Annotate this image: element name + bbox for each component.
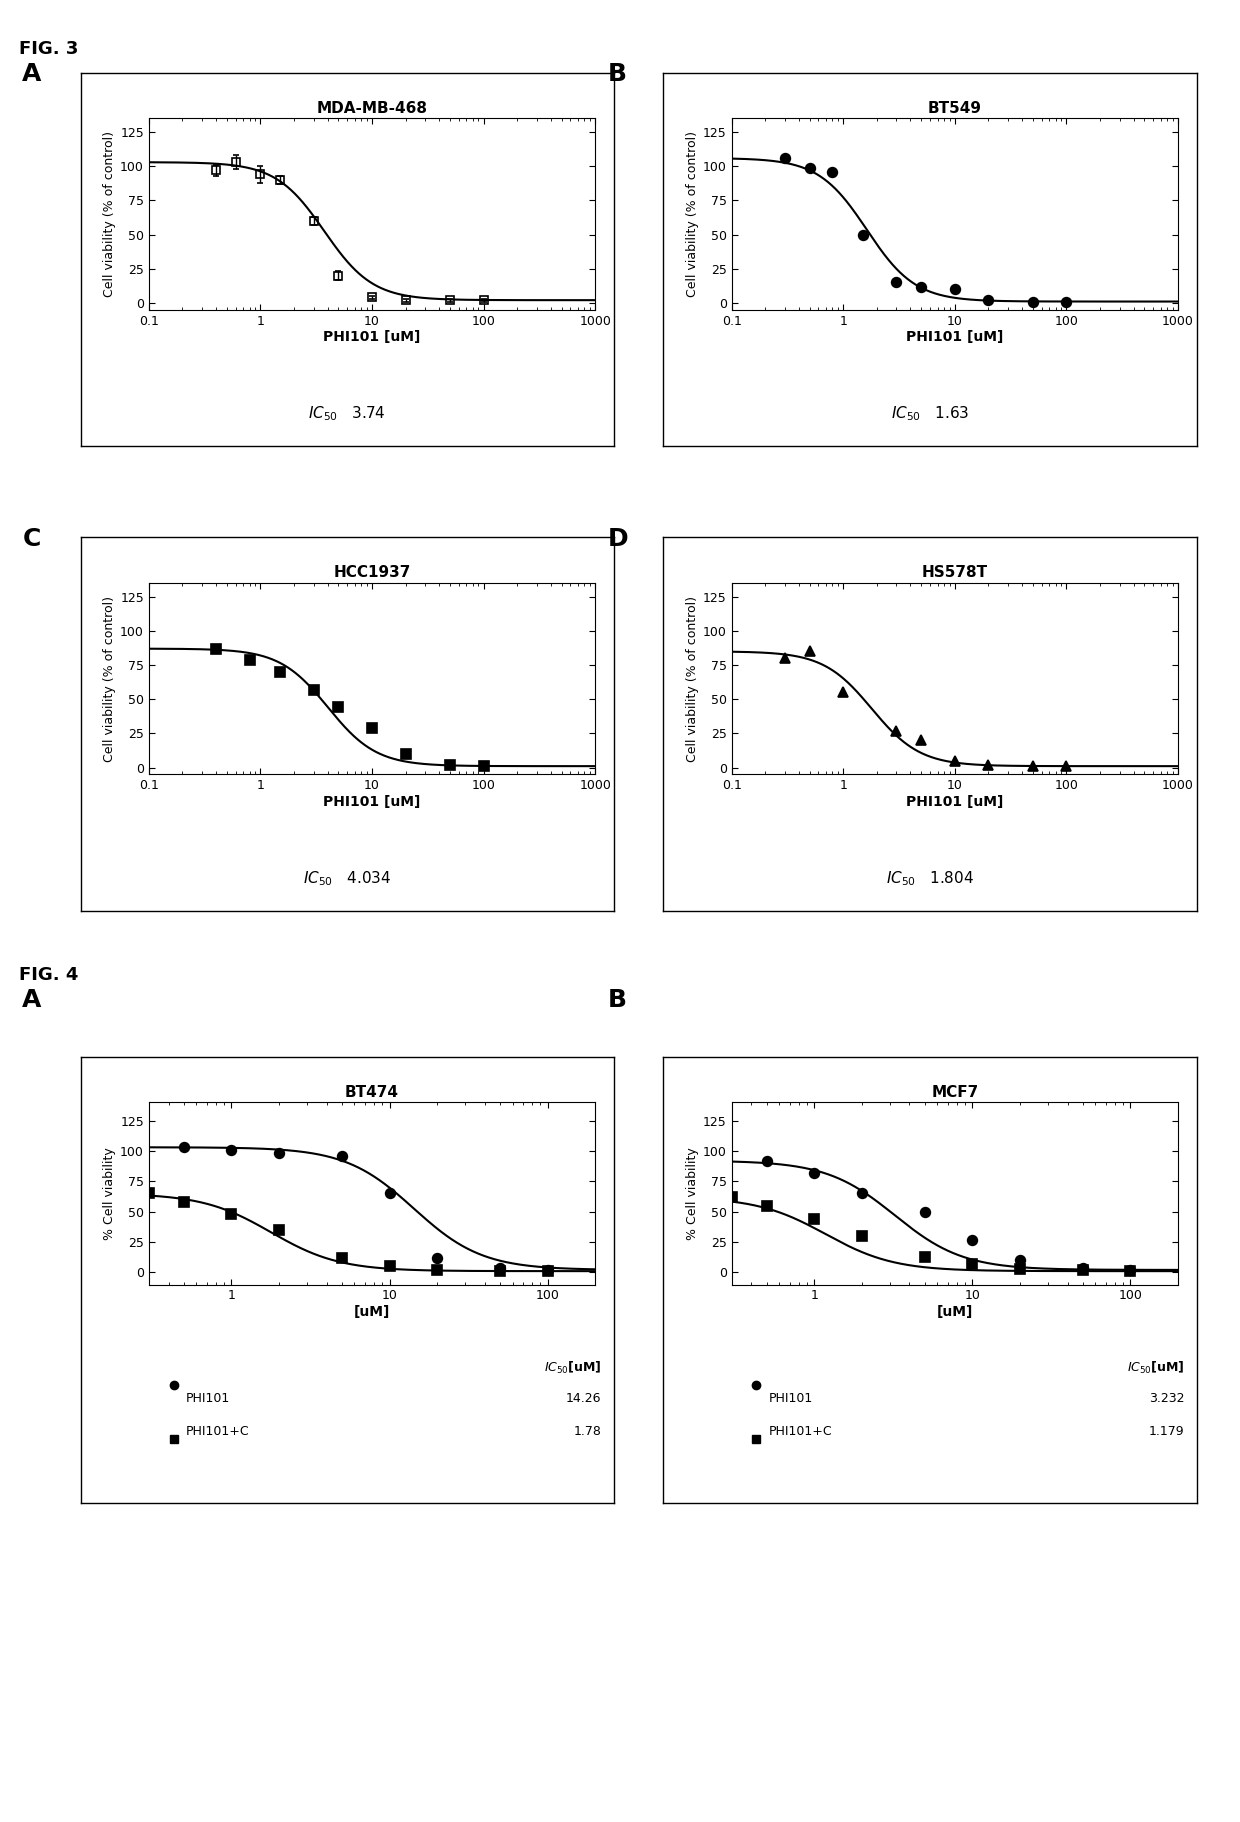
Text: C: C — [22, 527, 41, 550]
X-axis label: PHI101 [uM]: PHI101 [uM] — [324, 330, 420, 344]
Text: 1.78: 1.78 — [574, 1425, 601, 1438]
X-axis label: PHI101 [uM]: PHI101 [uM] — [324, 794, 420, 809]
X-axis label: [uM]: [uM] — [936, 1305, 973, 1319]
Text: $IC_{50}$   1.804: $IC_{50}$ 1.804 — [885, 869, 975, 887]
Y-axis label: Cell viability (% of control): Cell viability (% of control) — [103, 131, 115, 297]
Text: A: A — [22, 62, 42, 86]
Title: HS578T: HS578T — [921, 565, 988, 581]
Y-axis label: Cell viability (% of control): Cell viability (% of control) — [686, 596, 698, 762]
Text: PHI101: PHI101 — [769, 1392, 813, 1405]
Title: MCF7: MCF7 — [931, 1084, 978, 1100]
Text: 3.232: 3.232 — [1148, 1392, 1184, 1405]
Text: $IC_{50}$[uM]: $IC_{50}$[uM] — [1126, 1359, 1184, 1376]
Text: 14.26: 14.26 — [565, 1392, 601, 1405]
Y-axis label: Cell viability (% of control): Cell viability (% of control) — [686, 131, 698, 297]
Title: MDA-MB-468: MDA-MB-468 — [316, 100, 428, 117]
Text: D: D — [608, 527, 629, 550]
Text: FIG. 3: FIG. 3 — [19, 40, 78, 58]
Y-axis label: % Cell viability: % Cell viability — [103, 1148, 115, 1239]
X-axis label: [uM]: [uM] — [353, 1305, 391, 1319]
X-axis label: PHI101 [uM]: PHI101 [uM] — [906, 794, 1003, 809]
Text: PHI101: PHI101 — [186, 1392, 231, 1405]
Text: B: B — [608, 62, 626, 86]
Y-axis label: % Cell viability: % Cell viability — [686, 1148, 698, 1239]
Text: B: B — [608, 988, 626, 1011]
X-axis label: PHI101 [uM]: PHI101 [uM] — [906, 330, 1003, 344]
Text: $IC_{50}$   3.74: $IC_{50}$ 3.74 — [309, 404, 386, 423]
Text: $IC_{50}$   4.034: $IC_{50}$ 4.034 — [303, 869, 392, 887]
Title: HCC1937: HCC1937 — [334, 565, 410, 581]
Text: $IC_{50}$   1.63: $IC_{50}$ 1.63 — [890, 404, 970, 423]
Title: BT549: BT549 — [928, 100, 982, 117]
Text: FIG. 4: FIG. 4 — [19, 966, 78, 984]
Text: 1.179: 1.179 — [1148, 1425, 1184, 1438]
Text: PHI101+C: PHI101+C — [769, 1425, 832, 1438]
Title: BT474: BT474 — [345, 1084, 399, 1100]
Text: $IC_{50}$[uM]: $IC_{50}$[uM] — [543, 1359, 601, 1376]
Text: A: A — [22, 988, 42, 1011]
Text: PHI101+C: PHI101+C — [186, 1425, 249, 1438]
Y-axis label: Cell viability (% of control): Cell viability (% of control) — [103, 596, 115, 762]
